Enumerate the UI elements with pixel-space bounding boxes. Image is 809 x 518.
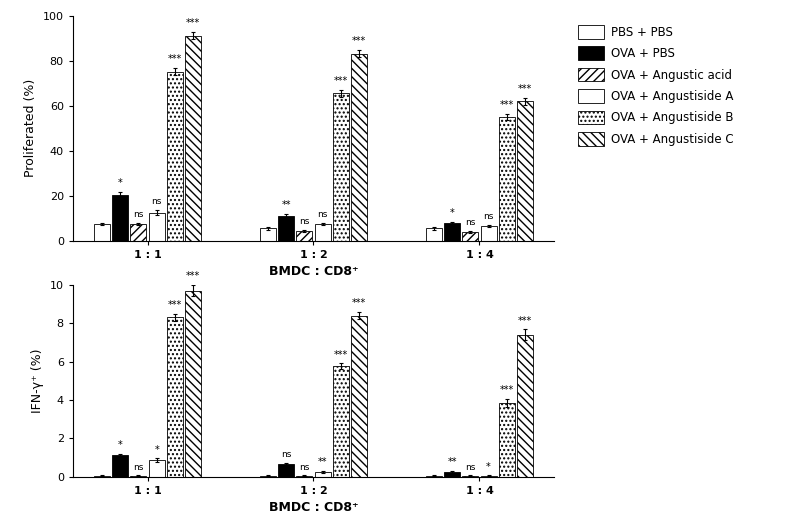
Text: *: *	[155, 445, 159, 455]
Legend: PBS + PBS, OVA + PBS, OVA + Angustic acid, OVA + Angustiside A, OVA + Angustisid: PBS + PBS, OVA + PBS, OVA + Angustic aci…	[574, 21, 737, 149]
Bar	[332, 366, 349, 477]
Bar	[517, 101, 533, 241]
Bar	[444, 472, 460, 477]
Bar	[426, 228, 442, 241]
Text: ns: ns	[281, 450, 291, 459]
X-axis label: BMDC : CD8⁺: BMDC : CD8⁺	[269, 501, 358, 514]
Bar	[499, 117, 515, 241]
Bar	[94, 224, 110, 241]
Text: ns: ns	[299, 463, 310, 471]
Text: ***: ***	[334, 350, 348, 360]
Bar	[130, 224, 146, 241]
Bar	[296, 231, 312, 241]
Text: **: **	[282, 200, 291, 210]
Bar	[351, 315, 367, 477]
Text: ***: ***	[167, 300, 182, 310]
Text: ns: ns	[299, 217, 310, 225]
Text: *: *	[118, 440, 122, 450]
Text: *: *	[118, 178, 122, 189]
Bar	[296, 476, 312, 477]
Bar	[149, 213, 165, 241]
Bar	[185, 36, 201, 241]
Bar	[315, 472, 331, 477]
Bar	[260, 476, 276, 477]
Text: ns: ns	[317, 210, 328, 219]
Text: **: **	[318, 457, 328, 467]
Bar	[462, 476, 478, 477]
Text: ns: ns	[133, 210, 143, 219]
Bar	[149, 461, 165, 477]
Bar	[94, 476, 110, 477]
Y-axis label: IFN-γ⁺ (%): IFN-γ⁺ (%)	[32, 349, 44, 413]
Text: ns: ns	[484, 212, 493, 221]
Text: ***: ***	[186, 271, 201, 281]
Text: ***: ***	[352, 298, 366, 308]
Text: *: *	[450, 208, 455, 218]
Bar	[351, 54, 367, 241]
Bar	[332, 93, 349, 241]
Text: ***: ***	[518, 84, 532, 94]
Bar	[517, 335, 533, 477]
Text: ***: ***	[500, 385, 514, 395]
Bar	[481, 226, 497, 241]
Bar	[112, 455, 128, 477]
Bar	[499, 403, 515, 477]
Bar	[278, 216, 294, 241]
Bar	[112, 195, 128, 241]
Bar	[130, 476, 146, 477]
Text: ***: ***	[500, 99, 514, 109]
Bar	[278, 464, 294, 477]
Text: ***: ***	[352, 36, 366, 47]
Text: ***: ***	[334, 76, 348, 86]
X-axis label: BMDC : CD8⁺: BMDC : CD8⁺	[269, 265, 358, 279]
Text: ***: ***	[518, 315, 532, 325]
Text: ***: ***	[167, 54, 182, 64]
Bar	[426, 476, 442, 477]
Text: ns: ns	[151, 197, 162, 206]
Bar	[185, 291, 201, 477]
Text: *: *	[486, 462, 491, 471]
Text: ns: ns	[465, 218, 476, 227]
Y-axis label: Proliferated (%): Proliferated (%)	[24, 79, 37, 177]
Bar	[462, 232, 478, 241]
Bar	[167, 72, 183, 241]
Text: ns: ns	[465, 463, 476, 471]
Bar	[260, 228, 276, 241]
Bar	[444, 223, 460, 241]
Text: ns: ns	[133, 463, 143, 471]
Bar	[315, 224, 331, 241]
Text: **: **	[447, 457, 457, 467]
Bar	[481, 476, 497, 477]
Bar	[167, 318, 183, 477]
Text: ***: ***	[186, 18, 201, 28]
